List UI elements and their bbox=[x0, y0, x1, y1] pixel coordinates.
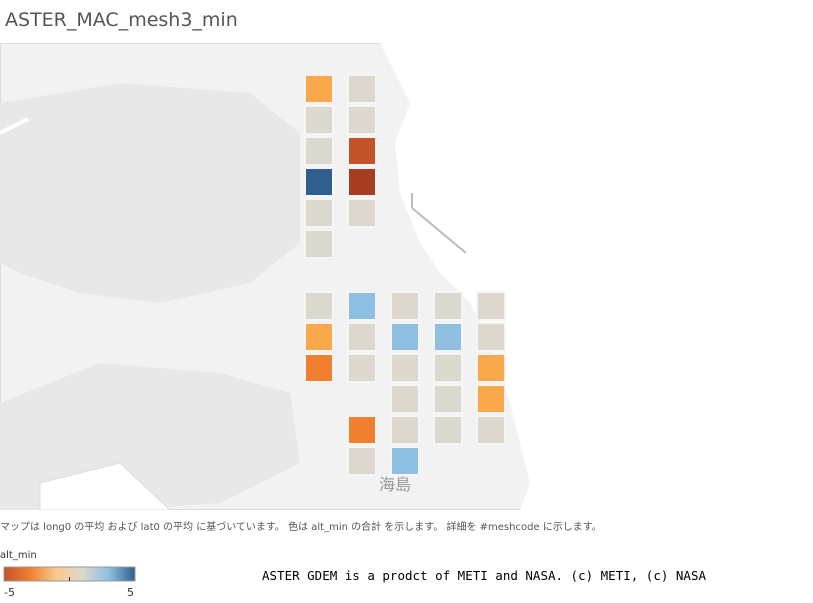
land bbox=[0, 83, 300, 303]
mesh-cell bbox=[304, 105, 334, 135]
mesh-cell bbox=[304, 136, 334, 166]
place-label: 海島 bbox=[379, 475, 411, 494]
legend-min: -5 bbox=[4, 586, 15, 599]
legend-max: 5 bbox=[127, 586, 134, 599]
mesh-cell bbox=[304, 322, 334, 352]
land bbox=[0, 363, 300, 510]
mesh-cell bbox=[390, 291, 420, 321]
mesh-cell bbox=[433, 291, 463, 321]
mesh-cell bbox=[347, 291, 377, 321]
title: ASTER_MAC_mesh3_min bbox=[5, 9, 238, 31]
mesh-cell bbox=[476, 353, 506, 383]
pier bbox=[39, 462, 171, 510]
mesh-cell bbox=[433, 322, 463, 352]
caption: マップは long0 の平均 および lat0 の平均 に基づいています。 色は… bbox=[0, 522, 602, 533]
mesh-cell bbox=[347, 167, 377, 197]
mesh-cell bbox=[476, 322, 506, 352]
mesh-cell bbox=[433, 384, 463, 414]
mesh-cell bbox=[347, 322, 377, 352]
map: 海島 bbox=[0, 43, 811, 510]
mesh-cell bbox=[347, 74, 377, 104]
mesh-cell bbox=[347, 105, 377, 135]
legend: -5 5 bbox=[3, 566, 136, 599]
legend-title: alt_min bbox=[0, 550, 37, 561]
mesh-cell bbox=[390, 322, 420, 352]
mesh-cell bbox=[347, 446, 377, 476]
mesh-cell bbox=[304, 229, 334, 259]
mesh-cell bbox=[390, 384, 420, 414]
mesh-cell bbox=[476, 384, 506, 414]
mesh-cell bbox=[433, 353, 463, 383]
mesh-cell bbox=[476, 415, 506, 445]
mesh-cell bbox=[347, 415, 377, 445]
mesh-cell bbox=[390, 353, 420, 383]
road bbox=[0, 117, 29, 135]
mesh-cell bbox=[347, 198, 377, 228]
mesh-cell bbox=[390, 415, 420, 445]
mesh-cell bbox=[390, 446, 420, 476]
mesh-cell bbox=[304, 167, 334, 197]
mesh-cell bbox=[433, 415, 463, 445]
mesh-cell bbox=[304, 198, 334, 228]
credit: ASTER GDEM is a prodct of METI and NASA.… bbox=[262, 568, 707, 583]
mesh-cell bbox=[476, 291, 506, 321]
road bbox=[411, 207, 467, 254]
mesh-cell bbox=[347, 136, 377, 166]
mesh-cell bbox=[347, 353, 377, 383]
mesh-cell bbox=[304, 353, 334, 383]
mesh-cell bbox=[304, 74, 334, 104]
water bbox=[380, 43, 811, 510]
mesh-cell bbox=[304, 291, 334, 321]
